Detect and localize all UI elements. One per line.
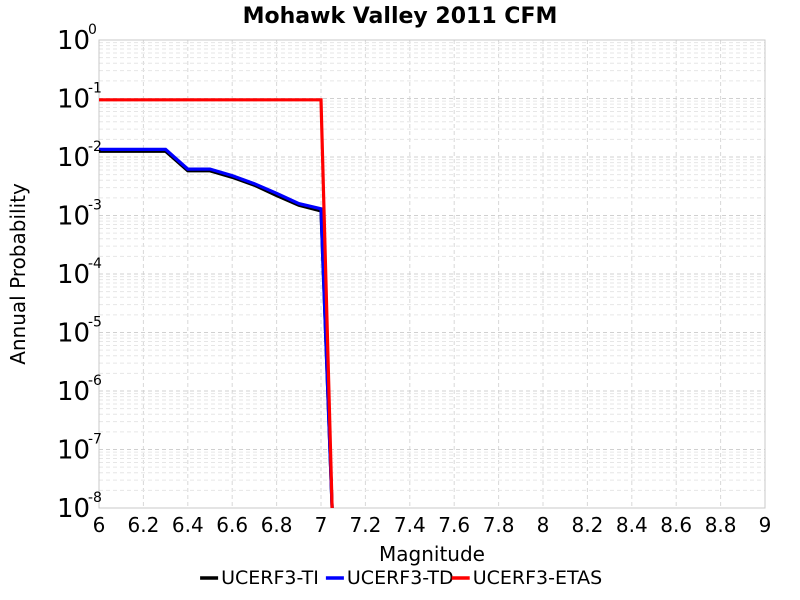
legend-item-ucerf3-etas: UCERF3-ETAS bbox=[451, 567, 602, 589]
x-axis-ticks: 6 6.2 6.4 6.6 6.8 7 7.2 7.4 7.6 7.8 8 8.2 8.4 8.6 8.8 9 bbox=[93, 513, 772, 537]
y-tick-label-base: 10 bbox=[57, 260, 90, 290]
y-tick-label-exponent: -6 bbox=[88, 373, 102, 389]
x-tick-label: 7 bbox=[315, 513, 328, 537]
y-tick-label-exponent: 0 bbox=[88, 22, 97, 38]
y-tick-label-exponent: -1 bbox=[88, 81, 102, 97]
x-tick-label: 8.2 bbox=[571, 513, 603, 537]
y-tick-label-exponent: -3 bbox=[88, 198, 102, 214]
legend-label: UCERF3-TD bbox=[347, 567, 454, 589]
x-tick-label: 9 bbox=[759, 513, 772, 537]
y-tick-label-base: 10 bbox=[57, 202, 90, 232]
x-tick-label: 6 bbox=[93, 513, 106, 537]
x-tick-label: 6.4 bbox=[172, 513, 204, 537]
y-tick-label-base: 10 bbox=[57, 494, 90, 524]
legend-label: UCERF3-TI bbox=[221, 567, 319, 589]
series-line-ucerf3-ti bbox=[99, 149, 334, 509]
x-axis-label: Magnitude bbox=[379, 542, 485, 566]
series-line-ucerf3-etas bbox=[99, 98, 334, 509]
legend: UCERF3-TI UCERF3-TD UCERF3-ETAS bbox=[200, 567, 602, 589]
y-tick-label-base: 10 bbox=[57, 143, 90, 173]
y-tick-label-base: 10 bbox=[57, 85, 90, 115]
x-tick-label: 8.8 bbox=[705, 513, 737, 537]
x-tick-label: 6.6 bbox=[216, 513, 248, 537]
y-tick-label-exponent: -2 bbox=[88, 139, 102, 155]
legend-item-ucerf3-ti: UCERF3-TI bbox=[200, 567, 319, 589]
legend-item-ucerf3-td: UCERF3-TD bbox=[325, 567, 454, 589]
y-axis-label: Annual Probability bbox=[6, 183, 30, 365]
y-tick-label-exponent: -7 bbox=[88, 432, 102, 448]
legend-label: UCERF3-ETAS bbox=[473, 567, 602, 589]
y-tick-label-exponent: -4 bbox=[88, 256, 102, 272]
y-tick-label-base: 10 bbox=[57, 377, 90, 407]
series-line-ucerf3-td bbox=[99, 147, 334, 509]
x-tick-label: 7.2 bbox=[349, 513, 381, 537]
x-tick-label: 6.8 bbox=[261, 513, 293, 537]
x-tick-label: 8.6 bbox=[660, 513, 692, 537]
x-tick-label: 7.8 bbox=[483, 513, 515, 537]
y-tick-label-base: 10 bbox=[57, 26, 90, 56]
y-tick-label-exponent: -8 bbox=[88, 490, 102, 506]
y-tick-label-base: 10 bbox=[57, 319, 90, 349]
chart-title: Mohawk Valley 2011 CFM bbox=[243, 4, 558, 29]
x-tick-label: 7.4 bbox=[394, 513, 426, 537]
series-layer bbox=[99, 98, 334, 509]
x-tick-label: 8.4 bbox=[616, 513, 648, 537]
y-tick-label-base: 10 bbox=[57, 436, 90, 466]
plot-area bbox=[98, 39, 766, 509]
y-tick-label-exponent: -5 bbox=[88, 315, 102, 331]
x-tick-label: 6.2 bbox=[127, 513, 159, 537]
x-tick-label: 7.6 bbox=[438, 513, 470, 537]
x-tick-label: 8 bbox=[537, 513, 550, 537]
